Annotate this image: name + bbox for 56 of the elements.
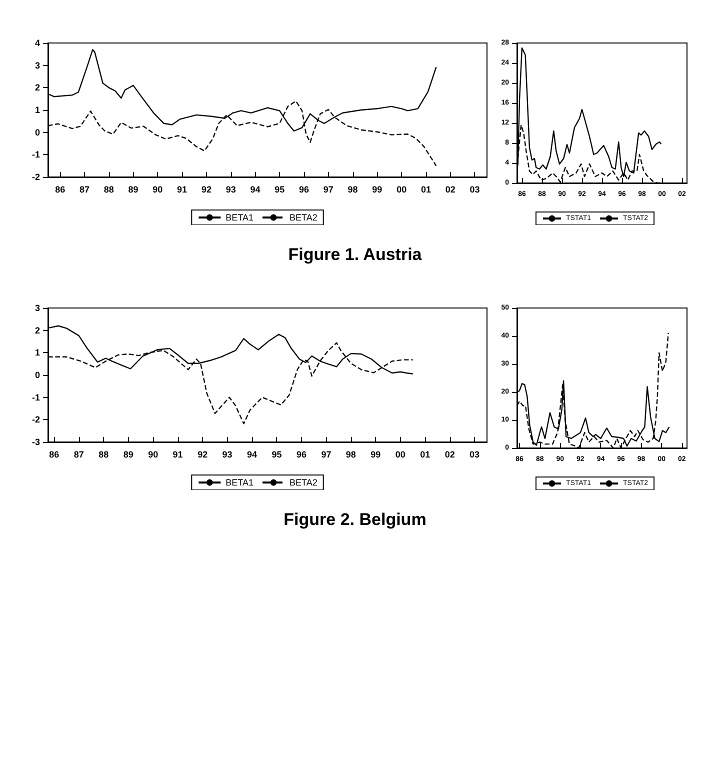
y-tick-label: -2	[32, 414, 40, 425]
x-tick-label: 92	[201, 184, 212, 194]
y-tick-label: 2	[34, 325, 40, 336]
y-tick-label: 0	[34, 127, 40, 138]
y-tick-label: 3	[34, 60, 40, 70]
y-tick-label: -2	[32, 172, 40, 182]
x-tick-label: 96	[299, 184, 310, 194]
y-tick-label: -1	[32, 392, 40, 402]
x-tick-label: 98	[348, 184, 358, 194]
x-tick-label: 01	[420, 450, 430, 460]
y-tick-label: 4	[34, 38, 40, 48]
x-tick-label: 03	[470, 184, 480, 194]
x-tick-label: 90	[148, 450, 158, 460]
x-tick-label: 99	[370, 450, 381, 460]
x-tick-label: 87	[74, 450, 84, 460]
y-tick-label: 1	[34, 105, 40, 115]
x-tick-label: 96	[296, 450, 306, 460]
legend-label: BETA2	[290, 478, 318, 488]
x-tick-label: 95	[272, 450, 282, 460]
x-tick-label: 97	[321, 450, 332, 460]
x-tick-label: 93	[222, 450, 232, 460]
x-tick-label: 87	[79, 184, 90, 194]
x-tick-label: 92	[198, 450, 208, 460]
x-tick-label: 98	[346, 450, 356, 460]
x-tick-label: 94	[246, 450, 258, 460]
x-tick-label: 91	[177, 184, 188, 194]
y-tick-label: 0	[34, 370, 40, 380]
x-tick-label: 89	[128, 184, 138, 194]
x-tick-label: 00	[395, 450, 406, 460]
caption: Figure 2. Belgium	[282, 510, 428, 530]
x-tick-label: 03	[470, 450, 480, 460]
x-tick-label: 02	[445, 184, 456, 194]
x-tick-label: 89	[123, 450, 134, 460]
x-tick-label: 97	[323, 184, 334, 194]
x-tick-label: 88	[98, 450, 109, 460]
y-tick-label: 1	[34, 348, 40, 358]
y-tick-label: -1	[32, 150, 40, 160]
y-tick-label: 2	[34, 82, 40, 93]
x-tick-label: 88	[104, 184, 114, 194]
x-tick-label: 95	[274, 184, 285, 194]
x-tick-label: 01	[420, 184, 431, 194]
legend-label: BETA1	[226, 212, 254, 222]
legend-label: BETA1	[226, 478, 254, 488]
x-tick-label: 86	[55, 184, 66, 194]
caption: Figure 1. Austria	[287, 245, 423, 265]
x-tick-label: 02	[444, 450, 455, 460]
y-tick-label: 3	[34, 303, 40, 313]
x-tick-label: 00	[396, 184, 407, 194]
x-tick-label: 93	[226, 184, 236, 194]
y-tick-label: -3	[32, 437, 40, 447]
x-tick-label: 90	[152, 184, 163, 194]
x-tick-label: 99	[372, 184, 382, 194]
x-tick-label: 86	[49, 450, 60, 460]
x-tick-label: 91	[172, 450, 183, 460]
x-tick-label: 94	[250, 184, 260, 194]
legend-label: BETA2	[290, 212, 318, 222]
